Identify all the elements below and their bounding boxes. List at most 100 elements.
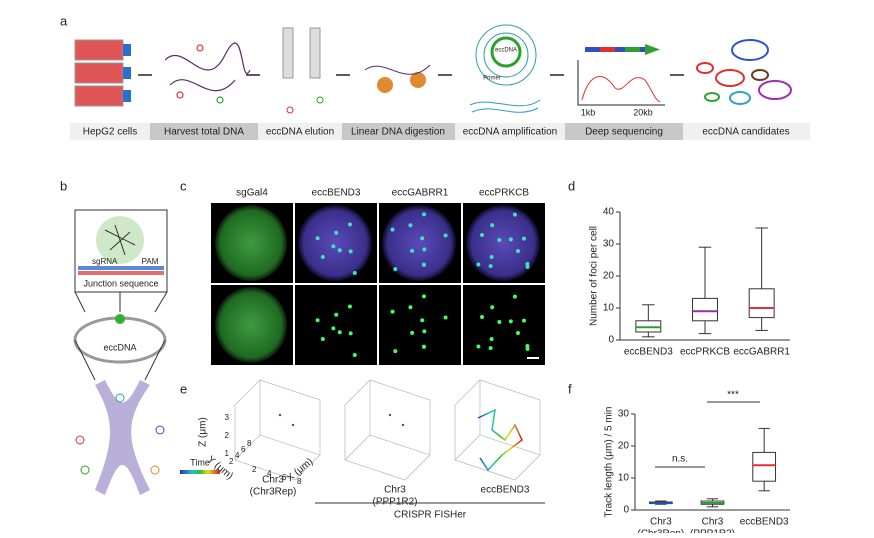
focus [410, 330, 415, 335]
y-tick-label: 0 [608, 335, 614, 346]
sequencing-plot [577, 44, 665, 106]
inset-label: 1kb [581, 107, 596, 117]
focus [508, 319, 513, 324]
track-label: (Chr3Rep) [250, 487, 297, 498]
annotation: *** [727, 390, 739, 401]
focus [320, 337, 325, 342]
x-tick-label: (PPP1R2) [690, 529, 735, 533]
focus [315, 318, 320, 323]
focus [497, 238, 502, 243]
y-tick-label: 30 [618, 409, 630, 420]
y-tick-label: 2 [229, 457, 234, 466]
focus [334, 230, 339, 235]
focus [476, 262, 481, 267]
box [748, 288, 775, 319]
focus [408, 305, 413, 310]
track-label: (PPP1R2) [372, 497, 417, 508]
focus [348, 249, 353, 254]
amplification [469, 24, 541, 113]
panel-letter: b [60, 178, 67, 193]
focus [497, 320, 502, 325]
colorbar [180, 470, 220, 474]
y-tick-label: 4 [235, 451, 240, 460]
columns [282, 27, 324, 114]
focus [337, 330, 342, 335]
y-axis-label: Track length (μm) / 5 min [604, 407, 615, 518]
focus [525, 346, 530, 351]
box-edge [344, 380, 371, 461]
box-edge [369, 434, 431, 456]
nucleus [215, 205, 287, 281]
focus [488, 264, 493, 269]
x-tick-label: 4 [267, 469, 272, 478]
focus [410, 248, 415, 253]
focus [421, 212, 426, 217]
column-label: eccPRKCB [479, 188, 529, 199]
axis-label: Z (μm) [198, 417, 209, 447]
schematic-b [73, 209, 168, 495]
column-label: eccGABRR1 [392, 188, 449, 199]
panel-letter: d [568, 178, 575, 193]
y-tick-label: 30 [603, 239, 615, 250]
box-edge [454, 379, 541, 481]
nucleus [382, 205, 456, 281]
focus [515, 330, 520, 335]
focus [476, 344, 481, 349]
focus [320, 255, 325, 260]
flasks [74, 39, 131, 107]
nucleus [466, 205, 540, 281]
focus [443, 233, 448, 238]
step-label: HepG2 cells [83, 127, 137, 138]
candidate-circles [696, 39, 792, 105]
colorbar-label: Time [190, 457, 210, 467]
x-tick-label: 2 [252, 465, 257, 474]
z-tick-label: 3 [225, 413, 230, 422]
box-edge [344, 379, 431, 481]
panel-letter: e [180, 381, 187, 396]
focus [489, 337, 494, 342]
annotation: n.s. [672, 454, 688, 465]
focus [421, 294, 426, 299]
focus [421, 344, 426, 349]
x-tick-label: Chr3 [650, 517, 672, 528]
x-tick-label: (Chr3Rep) [637, 529, 684, 533]
box [752, 451, 777, 482]
x-tick-label: eccBEND3 [624, 347, 673, 358]
track [401, 423, 405, 427]
micrographs: sgGal4 eccBEND3 eccGABRR1 eccPRKCB [211, 188, 545, 365]
x-tick-label: Chr3 [702, 517, 724, 528]
focus [352, 352, 357, 357]
track-label: eccBEND3 [481, 485, 530, 496]
inset-label: eccDNA [495, 48, 517, 54]
label: PAM [142, 257, 159, 266]
focus [348, 331, 353, 336]
track [388, 413, 392, 417]
focus [480, 233, 485, 238]
focus [352, 270, 357, 275]
focus [422, 329, 427, 334]
y-tick-label: 40 [603, 207, 615, 218]
track-label: Chr3 [384, 485, 406, 496]
image [463, 285, 545, 365]
focus [489, 255, 494, 260]
focus [525, 264, 530, 269]
y-tick-label: 8 [247, 439, 252, 448]
track [291, 423, 295, 427]
focus [331, 244, 336, 249]
step-label: eccDNA elution [266, 127, 334, 138]
nucleus [298, 205, 372, 281]
focus [512, 212, 517, 217]
focus [337, 248, 342, 253]
focus [331, 326, 336, 331]
focus [525, 344, 530, 349]
x-tick-label: eccPRKCB [680, 347, 730, 358]
x-tick-label: eccBEND3 [740, 517, 789, 528]
y-tick-label: 0 [623, 505, 629, 516]
step-label: eccDNA candidates [702, 127, 789, 138]
y-tick-label: 20 [618, 441, 630, 452]
focus [521, 318, 526, 323]
focus [443, 315, 448, 320]
focus [347, 222, 352, 227]
focus [390, 227, 395, 232]
